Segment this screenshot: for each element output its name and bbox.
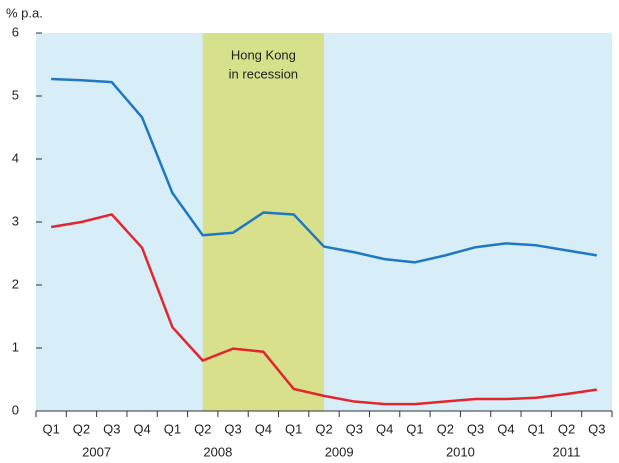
x-tick-label: Q2 xyxy=(73,421,90,436)
x-tick-label: Q4 xyxy=(133,421,150,436)
year-label: 2008 xyxy=(203,444,232,459)
year-label: 2009 xyxy=(325,444,354,459)
y-tick-label: 5 xyxy=(12,87,19,102)
x-tick-label: Q1 xyxy=(406,421,423,436)
x-tick-label: Q1 xyxy=(285,421,302,436)
recession-label: Hong Kong xyxy=(231,47,296,62)
x-tick-label: Q2 xyxy=(558,421,575,436)
recession-band xyxy=(202,33,324,411)
x-tick-label: Q3 xyxy=(467,421,484,436)
y-tick-label: 4 xyxy=(12,150,19,165)
y-tick-label: 0 xyxy=(12,402,19,417)
y-tick-label: 6 xyxy=(12,24,19,39)
year-label: 2007 xyxy=(82,444,111,459)
year-label: 2010 xyxy=(446,444,475,459)
y-tick-label: 3 xyxy=(12,213,19,228)
y-tick-label: 2 xyxy=(12,276,19,291)
x-tick-label: Q1 xyxy=(528,421,545,436)
x-tick-label: Q2 xyxy=(194,421,211,436)
y-tick-label: 1 xyxy=(12,339,19,354)
x-tick-label: Q4 xyxy=(497,421,514,436)
y-axis-label: % p.a. xyxy=(6,5,43,20)
series-line xyxy=(50,213,598,406)
x-tick-label: Q3 xyxy=(103,421,120,436)
x-tick-label: Q2 xyxy=(437,421,454,436)
series-line xyxy=(51,77,598,264)
year-label: 2011 xyxy=(553,444,581,459)
x-tick-label: Q1 xyxy=(42,421,59,436)
recession-label: in recession xyxy=(229,66,298,81)
x-tick-label: Q3 xyxy=(588,421,605,436)
x-tick-label: Q3 xyxy=(346,421,363,436)
x-tick-label: Q3 xyxy=(224,421,241,436)
x-tick-label: Q1 xyxy=(164,421,181,436)
x-tick-label: Q2 xyxy=(315,421,332,436)
x-tick-label: Q4 xyxy=(255,421,272,436)
x-tick-label: Q4 xyxy=(376,421,393,436)
